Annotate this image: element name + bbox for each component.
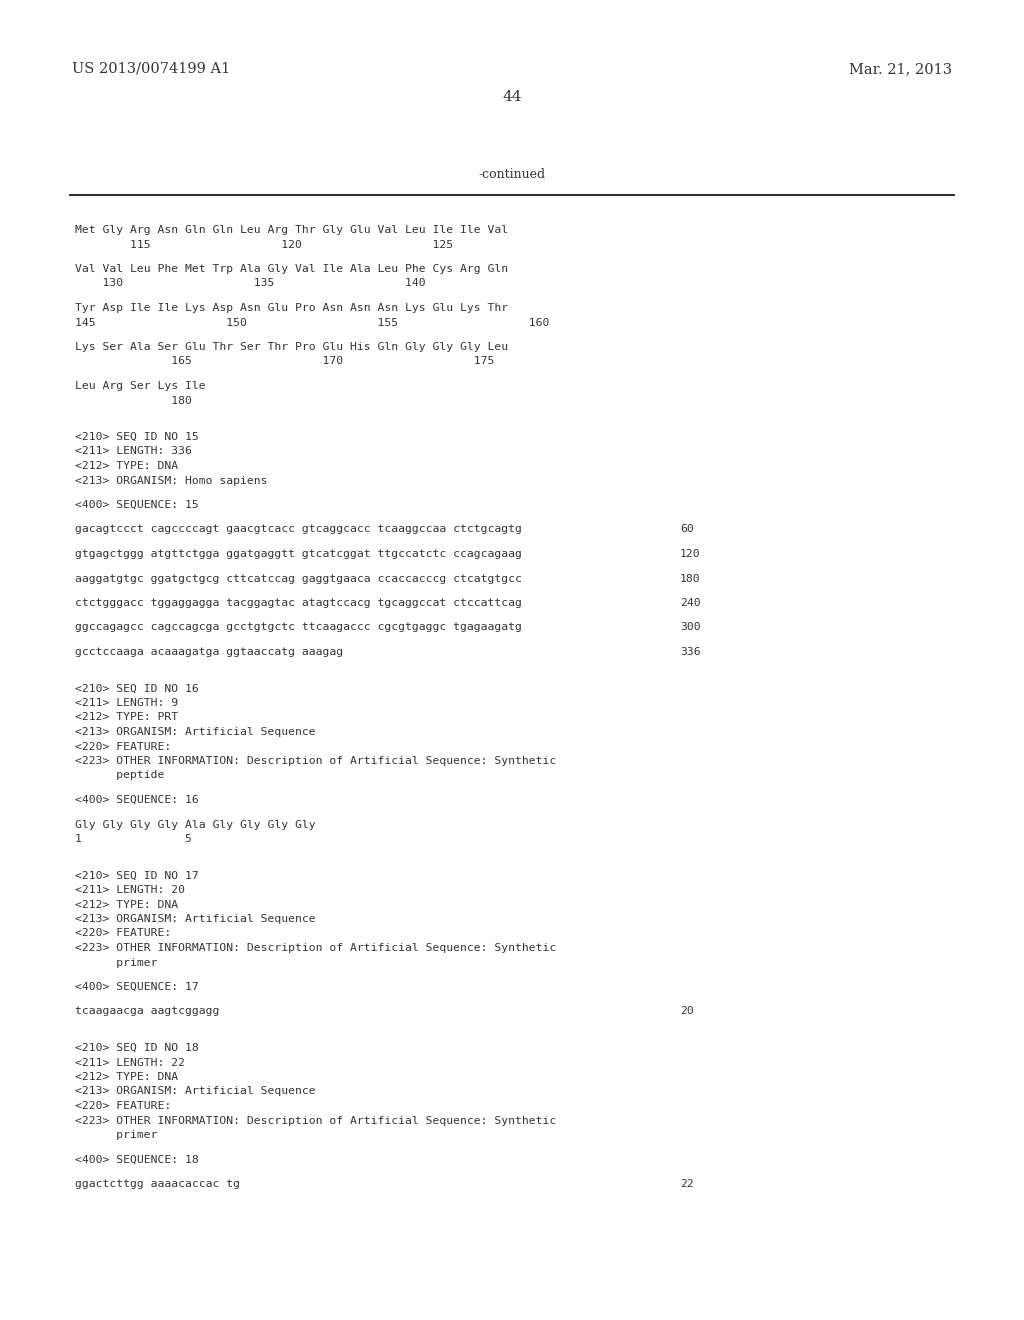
Text: ggactcttgg aaaacaccac tg: ggactcttgg aaaacaccac tg xyxy=(75,1179,240,1189)
Text: Gly Gly Gly Gly Ala Gly Gly Gly Gly: Gly Gly Gly Gly Ala Gly Gly Gly Gly xyxy=(75,820,315,829)
Text: 240: 240 xyxy=(680,598,700,609)
Text: <220> FEATURE:: <220> FEATURE: xyxy=(75,742,171,751)
Text: <211> LENGTH: 22: <211> LENGTH: 22 xyxy=(75,1057,185,1068)
Text: <212> TYPE: DNA: <212> TYPE: DNA xyxy=(75,899,178,909)
Text: Leu Arg Ser Lys Ile: Leu Arg Ser Lys Ile xyxy=(75,381,206,391)
Text: <210> SEQ ID NO 15: <210> SEQ ID NO 15 xyxy=(75,432,199,442)
Text: gcctccaaga acaaagatga ggtaaccatg aaagag: gcctccaaga acaaagatga ggtaaccatg aaagag xyxy=(75,647,343,657)
Text: 115                   120                   125: 115 120 125 xyxy=(75,239,454,249)
Text: gtgagctggg atgttctgga ggatgaggtt gtcatcggat ttgccatctc ccagcagaag: gtgagctggg atgttctgga ggatgaggtt gtcatcg… xyxy=(75,549,522,558)
Text: -continued: -continued xyxy=(478,168,546,181)
Text: <223> OTHER INFORMATION: Description of Artificial Sequence: Synthetic: <223> OTHER INFORMATION: Description of … xyxy=(75,942,556,953)
Text: ctctgggacc tggaggagga tacggagtac atagtccacg tgcaggccat ctccattcag: ctctgggacc tggaggagga tacggagtac atagtcc… xyxy=(75,598,522,609)
Text: 130                   135                   140: 130 135 140 xyxy=(75,279,426,289)
Text: <213> ORGANISM: Homo sapiens: <213> ORGANISM: Homo sapiens xyxy=(75,475,267,486)
Text: <212> TYPE: PRT: <212> TYPE: PRT xyxy=(75,713,178,722)
Text: <211> LENGTH: 9: <211> LENGTH: 9 xyxy=(75,698,178,708)
Text: gacagtccct cagccccagt gaacgtcacc gtcaggcacc tcaaggccaa ctctgcagtg: gacagtccct cagccccagt gaacgtcacc gtcaggc… xyxy=(75,524,522,535)
Text: <400> SEQUENCE: 18: <400> SEQUENCE: 18 xyxy=(75,1155,199,1164)
Text: <223> OTHER INFORMATION: Description of Artificial Sequence: Synthetic: <223> OTHER INFORMATION: Description of … xyxy=(75,1115,556,1126)
Text: 300: 300 xyxy=(680,623,700,632)
Text: <213> ORGANISM: Artificial Sequence: <213> ORGANISM: Artificial Sequence xyxy=(75,913,315,924)
Text: <212> TYPE: DNA: <212> TYPE: DNA xyxy=(75,461,178,471)
Text: 120: 120 xyxy=(680,549,700,558)
Text: 1               5: 1 5 xyxy=(75,834,191,843)
Text: ggccagagcc cagccagcga gcctgtgctc ttcaagaccc cgcgtgaggc tgagaagatg: ggccagagcc cagccagcga gcctgtgctc ttcaaga… xyxy=(75,623,522,632)
Text: 60: 60 xyxy=(680,524,693,535)
Text: <210> SEQ ID NO 16: <210> SEQ ID NO 16 xyxy=(75,684,199,693)
Text: <211> LENGTH: 336: <211> LENGTH: 336 xyxy=(75,446,191,457)
Text: 22: 22 xyxy=(680,1179,693,1189)
Text: aaggatgtgc ggatgctgcg cttcatccag gaggtgaaca ccaccacccg ctcatgtgcc: aaggatgtgc ggatgctgcg cttcatccag gaggtga… xyxy=(75,573,522,583)
Text: <213> ORGANISM: Artificial Sequence: <213> ORGANISM: Artificial Sequence xyxy=(75,727,315,737)
Text: <212> TYPE: DNA: <212> TYPE: DNA xyxy=(75,1072,178,1082)
Text: <223> OTHER INFORMATION: Description of Artificial Sequence: Synthetic: <223> OTHER INFORMATION: Description of … xyxy=(75,756,556,766)
Text: <210> SEQ ID NO 17: <210> SEQ ID NO 17 xyxy=(75,870,199,880)
Text: peptide: peptide xyxy=(75,771,165,780)
Text: <210> SEQ ID NO 18: <210> SEQ ID NO 18 xyxy=(75,1043,199,1053)
Text: 180: 180 xyxy=(75,396,191,405)
Text: <220> FEATURE:: <220> FEATURE: xyxy=(75,1101,171,1111)
Text: US 2013/0074199 A1: US 2013/0074199 A1 xyxy=(72,62,230,77)
Text: primer: primer xyxy=(75,1130,158,1140)
Text: 145                   150                   155                   160: 145 150 155 160 xyxy=(75,318,549,327)
Text: <220> FEATURE:: <220> FEATURE: xyxy=(75,928,171,939)
Text: 44: 44 xyxy=(502,90,522,104)
Text: 165                   170                   175: 165 170 175 xyxy=(75,356,495,367)
Text: <400> SEQUENCE: 17: <400> SEQUENCE: 17 xyxy=(75,982,199,993)
Text: Tyr Asp Ile Ile Lys Asp Asn Glu Pro Asn Asn Asn Lys Glu Lys Thr: Tyr Asp Ile Ile Lys Asp Asn Glu Pro Asn … xyxy=(75,304,508,313)
Text: 20: 20 xyxy=(680,1006,693,1016)
Text: <400> SEQUENCE: 15: <400> SEQUENCE: 15 xyxy=(75,500,199,510)
Text: <211> LENGTH: 20: <211> LENGTH: 20 xyxy=(75,884,185,895)
Text: primer: primer xyxy=(75,957,158,968)
Text: Lys Ser Ala Ser Glu Thr Ser Thr Pro Glu His Gln Gly Gly Gly Leu: Lys Ser Ala Ser Glu Thr Ser Thr Pro Glu … xyxy=(75,342,508,352)
Text: Met Gly Arg Asn Gln Gln Leu Arg Thr Gly Glu Val Leu Ile Ile Val: Met Gly Arg Asn Gln Gln Leu Arg Thr Gly … xyxy=(75,224,508,235)
Text: 180: 180 xyxy=(680,573,700,583)
Text: 336: 336 xyxy=(680,647,700,657)
Text: Val Val Leu Phe Met Trp Ala Gly Val Ile Ala Leu Phe Cys Arg Gln: Val Val Leu Phe Met Trp Ala Gly Val Ile … xyxy=(75,264,508,275)
Text: <400> SEQUENCE: 16: <400> SEQUENCE: 16 xyxy=(75,795,199,805)
Text: Mar. 21, 2013: Mar. 21, 2013 xyxy=(849,62,952,77)
Text: tcaagaacga aagtcggagg: tcaagaacga aagtcggagg xyxy=(75,1006,219,1016)
Text: <213> ORGANISM: Artificial Sequence: <213> ORGANISM: Artificial Sequence xyxy=(75,1086,315,1097)
